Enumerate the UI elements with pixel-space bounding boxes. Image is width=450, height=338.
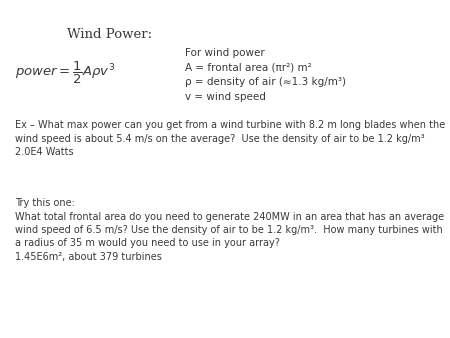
Text: 2.0E4 Watts: 2.0E4 Watts <box>15 147 74 157</box>
Text: ρ = density of air (≈1.3 kg/m³): ρ = density of air (≈1.3 kg/m³) <box>185 77 346 87</box>
Text: 1.45E6m², about 379 turbines: 1.45E6m², about 379 turbines <box>15 252 162 262</box>
Text: v = wind speed: v = wind speed <box>185 92 266 101</box>
Text: wind speed of 6.5 m/s? Use the density of air to be 1.2 kg/m³.  How many turbine: wind speed of 6.5 m/s? Use the density o… <box>15 225 443 235</box>
Text: Try this one:: Try this one: <box>15 198 75 208</box>
Text: A = frontal area (πr²) m²: A = frontal area (πr²) m² <box>185 63 312 72</box>
Text: For wind power: For wind power <box>185 48 265 58</box>
Text: $\mathit{power} = \dfrac{1}{2}A\rho v^3$: $\mathit{power} = \dfrac{1}{2}A\rho v^3$ <box>15 60 115 86</box>
Text: Ex – What max power can you get from a wind turbine with 8.2 m long blades when : Ex – What max power can you get from a w… <box>15 120 445 130</box>
Text: What total frontal area do you need to generate 240MW in an area that has an ave: What total frontal area do you need to g… <box>15 212 444 221</box>
Text: Wind Power:: Wind Power: <box>68 28 153 41</box>
Text: wind speed is about 5.4 m/s on the average?  Use the density of air to be 1.2 kg: wind speed is about 5.4 m/s on the avera… <box>15 134 425 144</box>
Text: a radius of 35 m would you need to use in your array?: a radius of 35 m would you need to use i… <box>15 239 280 248</box>
